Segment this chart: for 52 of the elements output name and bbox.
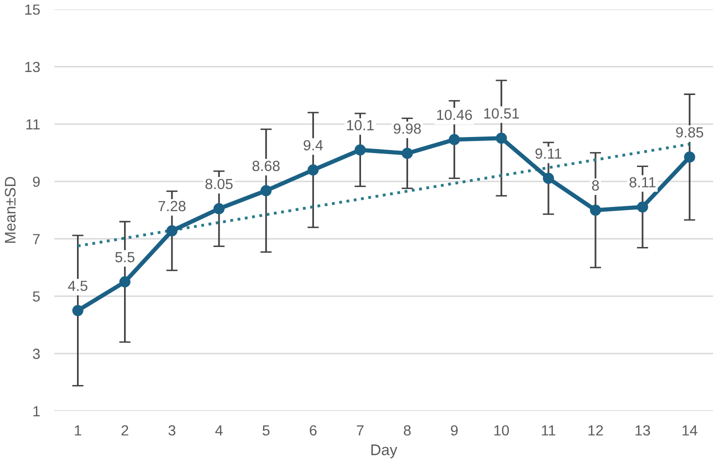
data-label: 8 (592, 180, 599, 191)
y-axis-title: Mean±SD (4, 176, 16, 243)
x-tick-label: 13 (636, 425, 650, 436)
y-tick-label: 13 (25, 62, 40, 72)
x-tick-label: 1 (74, 425, 82, 436)
x-tick-label: 8 (404, 425, 411, 436)
x-tick-label: 4 (215, 425, 223, 436)
data-label: 9.85 (676, 127, 704, 138)
data-label: 5.5 (115, 252, 134, 262)
y-tick-label: 9 (32, 176, 40, 187)
data-label: 10.51 (484, 108, 519, 119)
data-label: 10.46 (437, 110, 472, 120)
y-tick-label: 3 (32, 348, 40, 360)
x-tick-label: 3 (168, 425, 176, 436)
point (684, 152, 696, 163)
point (72, 305, 84, 316)
data-label: 10.1 (347, 120, 374, 130)
data-label: 8.11 (630, 177, 656, 188)
point (260, 185, 272, 196)
data-label: 9.11 (535, 148, 562, 159)
y-tick-label: 11 (26, 119, 40, 130)
y-tick-label: 15 (25, 4, 40, 15)
y-tick-label: 7 (33, 234, 40, 244)
point (213, 203, 225, 214)
x-tick-label: 14 (682, 425, 698, 436)
x-tick-label: 2 (122, 425, 128, 436)
point (496, 132, 507, 144)
x-tick-label: 11 (542, 425, 556, 436)
point (590, 204, 602, 216)
point (448, 134, 460, 146)
point (308, 164, 319, 176)
x-tick-label: 9 (450, 425, 458, 436)
data-label: 8.68 (252, 160, 280, 172)
x-tick-label: 7 (356, 425, 364, 436)
y-tick-label: 5 (32, 291, 40, 302)
y-tick-label: 1 (33, 406, 40, 416)
point (636, 201, 648, 213)
data-label: 9.98 (394, 123, 421, 134)
data-label: 9.4 (304, 140, 323, 150)
x-axis-title: Day (371, 444, 398, 458)
point (542, 172, 554, 184)
point (119, 276, 130, 288)
point (402, 148, 413, 159)
point (166, 225, 178, 236)
data-label: 8.05 (205, 178, 233, 190)
x-tick-label: 6 (310, 425, 317, 436)
data-label: 4.5 (68, 280, 88, 292)
x-tick-label: 12 (588, 425, 603, 436)
point (354, 144, 366, 156)
x-tick-label: 5 (262, 425, 270, 436)
data-label: 7.28 (158, 200, 186, 212)
x-tick-label: 10 (494, 425, 509, 436)
